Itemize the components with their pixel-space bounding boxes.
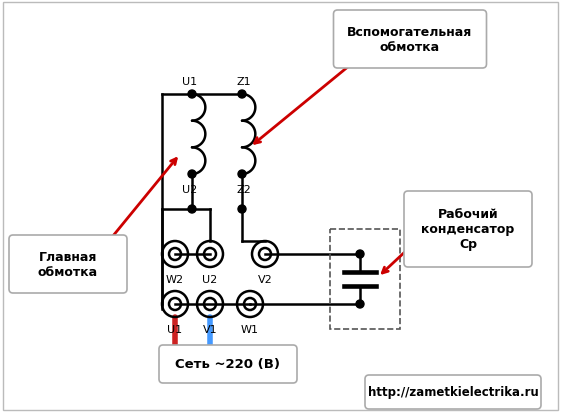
- Circle shape: [238, 171, 246, 178]
- Circle shape: [356, 250, 364, 259]
- Text: W1: W1: [241, 324, 259, 334]
- Circle shape: [356, 300, 364, 308]
- FancyBboxPatch shape: [159, 345, 297, 383]
- Text: U2: U2: [182, 185, 197, 195]
- Text: V1: V1: [203, 324, 217, 334]
- Text: Главная
обмотка: Главная обмотка: [38, 250, 98, 278]
- Circle shape: [188, 171, 196, 178]
- Text: U1: U1: [182, 77, 197, 87]
- Bar: [330, 230, 400, 329]
- Text: W2: W2: [166, 274, 184, 284]
- Text: http://zametkielectrika.ru: http://zametkielectrika.ru: [367, 386, 539, 399]
- FancyBboxPatch shape: [365, 375, 541, 409]
- Text: U2: U2: [203, 274, 218, 284]
- Circle shape: [238, 206, 246, 214]
- Text: Z2: Z2: [237, 185, 251, 195]
- Text: U1: U1: [167, 324, 182, 334]
- Text: Вспомогательная
обмотка: Вспомогательная обмотка: [347, 26, 472, 54]
- Circle shape: [188, 206, 196, 214]
- Text: Рабочий
конденсатор
Ср: Рабочий конденсатор Ср: [421, 208, 514, 251]
- Text: Z1: Z1: [237, 77, 251, 87]
- FancyBboxPatch shape: [9, 235, 127, 293]
- FancyBboxPatch shape: [404, 192, 532, 267]
- Text: Сеть ~220 (В): Сеть ~220 (В): [176, 358, 280, 370]
- Circle shape: [188, 91, 196, 99]
- Text: V2: V2: [257, 274, 273, 284]
- Circle shape: [238, 91, 246, 99]
- FancyBboxPatch shape: [333, 11, 486, 69]
